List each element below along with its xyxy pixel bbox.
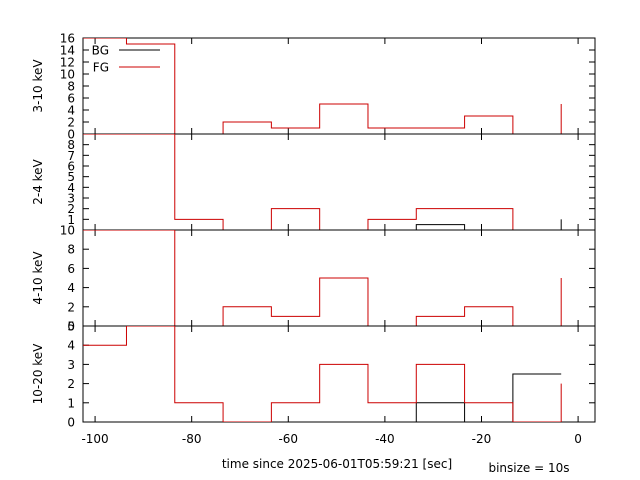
panel-frame xyxy=(82,133,596,231)
legend-label-bg: BG xyxy=(92,44,109,58)
x-tick-label: -40 xyxy=(375,432,395,446)
x-axis-label: time since 2025-06-01T05:59:21 [sec] xyxy=(222,457,452,471)
y-tick-label: 4 xyxy=(67,104,75,118)
y-tick-label: 7 xyxy=(67,149,75,163)
y-tick-label: 16 xyxy=(60,32,75,46)
y-tick-label: 10 xyxy=(60,68,75,82)
y-tick-label: 5 xyxy=(67,170,75,184)
y-axis-label: 2-4 keV xyxy=(31,158,45,204)
y-tick-label: 12 xyxy=(60,56,75,70)
y-tick-label: 0 xyxy=(67,128,75,142)
series-fg-step xyxy=(83,134,562,230)
legend-label-fg: FG xyxy=(93,61,109,75)
y-tick-label: 1 xyxy=(67,213,75,227)
y-axis-label: 4-10 keV xyxy=(31,251,45,305)
x-tick-label: -20 xyxy=(472,432,492,446)
y-tick-label: 6 xyxy=(67,160,75,174)
y-axis-label: 10-20 keV xyxy=(31,343,45,405)
y-tick-label: 8 xyxy=(67,80,75,94)
x-axis: -100 -80 -60 -40 -20 0 xyxy=(81,432,581,446)
series-fg-step xyxy=(83,326,562,422)
series-fg-step xyxy=(83,38,562,134)
y-tick-label: 8 xyxy=(67,243,75,257)
panel-frame xyxy=(82,37,596,135)
y-tick-label: 2 xyxy=(67,377,75,391)
series-fg-step xyxy=(83,230,562,326)
x-tick-label: -60 xyxy=(278,432,298,446)
y-tick-label: 2 xyxy=(67,300,75,314)
y-tick-label: 8 xyxy=(67,138,75,152)
y-tick-label: 0 xyxy=(67,320,75,334)
y-tick-label: 0 xyxy=(67,416,75,430)
y-tick-label: 3 xyxy=(67,192,75,206)
y-tick-label: 5 xyxy=(67,320,75,334)
legend: BG FG xyxy=(92,44,160,75)
y-tick-label: 4 xyxy=(67,281,75,295)
y-tick-label: 2 xyxy=(67,202,75,216)
y-tick-label: 4 xyxy=(67,181,75,195)
x-tick-label: -100 xyxy=(81,432,108,446)
binsize-label: binsize = 10s xyxy=(488,461,569,475)
y-tick-label: 14 xyxy=(60,44,75,58)
y-tick-label: 4 xyxy=(67,339,75,353)
y-tick-label: 1 xyxy=(67,396,75,410)
y-tick-label: 6 xyxy=(67,262,75,276)
x-tick-label: 0 xyxy=(574,432,582,446)
y-tick-label: 3 xyxy=(67,358,75,372)
panel-3: 0 1 2 3 4 5 10-20 keV xyxy=(31,320,596,430)
x-tick-label: -80 xyxy=(182,432,202,446)
panel-2: 0 2 4 6 8 10 4-10 keV xyxy=(31,224,596,334)
y-axis-label: 3-10 keV xyxy=(31,59,45,113)
y-tick-label: 6 xyxy=(67,92,75,106)
y-tick-label: 2 xyxy=(67,116,75,130)
y-tick-label: 10 xyxy=(60,224,75,238)
